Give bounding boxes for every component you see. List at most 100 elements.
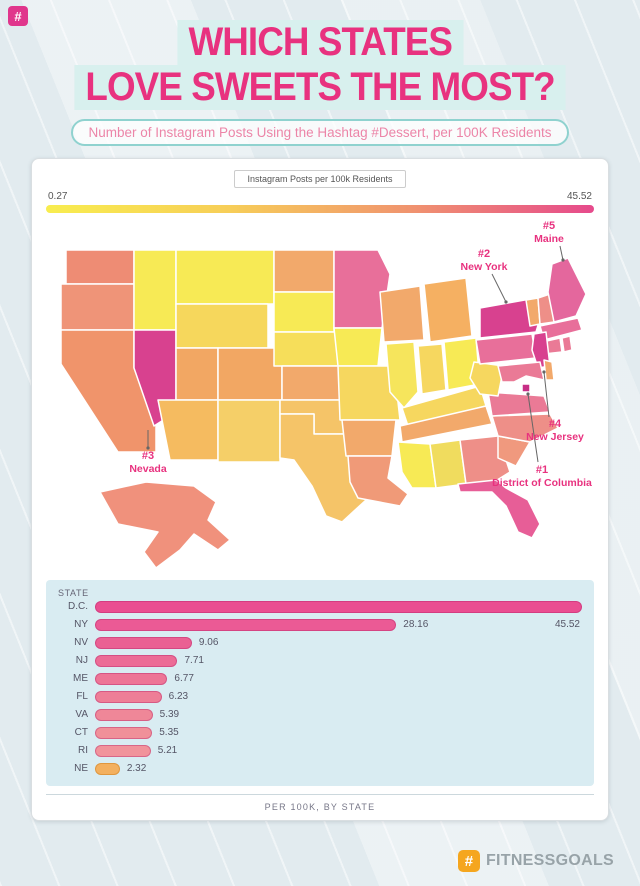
bar-track: 5.39	[95, 708, 582, 722]
bar-value-label: 5.35	[159, 726, 179, 738]
state-MT	[175, 248, 275, 305]
state-MI	[423, 276, 473, 343]
state-RI	[561, 334, 573, 353]
annotation-pointer-dot	[146, 445, 150, 450]
bar-value-label: 28.16	[403, 618, 429, 630]
annotation-pointer-line	[559, 245, 564, 260]
bar-row: NE 2.32	[58, 760, 582, 778]
annotation-pointer-dot	[561, 257, 565, 262]
bar-track	[95, 600, 582, 614]
annotation-rank: #2	[477, 247, 491, 260]
bar-category-label: ME	[73, 673, 88, 685]
bar-category-label: VA	[75, 709, 88, 721]
state-ND	[273, 248, 335, 293]
legend-max-label: 45.52	[566, 190, 592, 202]
brand-logo: # FITNESSGOALS	[457, 850, 614, 872]
page-title-line-1: WHICH STATES	[177, 20, 463, 65]
bar-value-label: 6.77	[174, 672, 194, 684]
annotation-pointer-dot	[526, 391, 530, 396]
bar-category-label: D.C.	[68, 601, 88, 613]
page-header: WHICH STATES LOVE SWEETS THE MOST? Numbe…	[0, 0, 640, 146]
page-title-line-2: LOVE SWEETS THE MOST?	[74, 64, 566, 110]
state-UT	[175, 346, 219, 401]
bar-track: 6.23	[95, 690, 582, 704]
annotation-name: Maine	[534, 232, 564, 245]
bar-track: 5.35	[95, 726, 582, 740]
bar-row: CT 5.35	[58, 724, 582, 742]
bar-value-label: 9.06	[198, 636, 219, 648]
state-NM	[217, 398, 281, 463]
state-PA	[475, 332, 537, 365]
legend-min-label: 0.27	[48, 190, 68, 202]
bar	[95, 654, 178, 667]
annotation-rank: #5	[542, 219, 556, 232]
bar-track: 7.71	[95, 654, 582, 668]
bar	[95, 744, 151, 757]
bar	[95, 726, 153, 739]
bar-category-label: CT	[74, 727, 88, 739]
bar-track: 2.32	[95, 762, 582, 776]
bar	[95, 636, 192, 649]
annotation-name: New York	[460, 260, 508, 273]
legend-title: Instagram Posts per 100k Residents	[234, 169, 406, 188]
state-KS	[281, 364, 343, 401]
state-NE	[273, 330, 343, 367]
state-TN	[399, 404, 493, 443]
bar-category-label: RI	[78, 745, 88, 757]
state-IA	[333, 326, 383, 367]
state-IN	[417, 342, 447, 395]
state-DE	[543, 358, 555, 381]
annotation-name: Nevada	[129, 462, 167, 475]
bar-row: NV 9.06	[58, 634, 582, 652]
annotation-pointer-dot	[504, 299, 508, 304]
state-MS	[397, 440, 437, 489]
bar-rows: D.C. NY 28.16 45.52 NV 9.06 NJ 7.71 ME 6.77 FL 6.23…	[58, 598, 582, 778]
bar	[95, 600, 582, 613]
bar-value-label: 5.21	[157, 744, 178, 756]
annotation-rank: #4	[548, 417, 562, 430]
bar-chart-panel: STATE D.C. NY 28.16 45.52 NV 9.06 NJ 7.71 ME 6.77…	[46, 579, 594, 786]
map-annotation-new-york: #2 New York	[442, 248, 526, 273]
bar-chart-column-header: STATE	[58, 587, 89, 598]
bar-value-label: 7.71	[184, 654, 204, 666]
title-line-2-wrap: LOVE SWEETS THE MOST?	[0, 64, 640, 110]
state-CO	[217, 346, 283, 401]
page-subtitle: Number of Instagram Posts Using the Hash…	[70, 118, 570, 146]
state-SD	[273, 290, 335, 333]
infographic-card: Instagram Posts per 100k Residents 0.27 …	[31, 157, 609, 821]
state-DC	[521, 382, 531, 393]
bar-row: FL 6.23	[58, 688, 582, 706]
bar-row: NY 28.16 45.52	[58, 616, 582, 634]
legend-gradient-bar	[46, 204, 594, 213]
map-annotation-district-of-columbia: #1 District of Columbia	[490, 464, 594, 489]
bar	[95, 672, 168, 685]
state-WA	[65, 248, 135, 285]
state-FL	[457, 478, 541, 539]
annotation-pointer-line	[543, 371, 550, 417]
state-VA	[487, 390, 551, 417]
annotation-rank: #1	[535, 463, 549, 476]
bar-category-label: NV	[74, 637, 88, 649]
bar-category-label: NJ	[75, 655, 88, 667]
bar-chart-axis-label: PER 100K, BY STATE	[46, 793, 594, 812]
brand-name: FITNESSGOALS	[485, 852, 614, 869]
bar-value-label: 2.32	[126, 762, 147, 774]
bar	[95, 708, 153, 721]
map-annotation-maine: #5 Maine	[514, 220, 584, 245]
bar-track: 5.21	[95, 744, 582, 758]
bar-value-label: 5.39	[159, 708, 180, 720]
brand-mini-logo-icon: #	[8, 6, 28, 26]
state-NC	[491, 412, 559, 443]
bar-track: 28.16 45.52	[95, 618, 582, 632]
bar	[95, 762, 120, 775]
annotation-pointer-line	[527, 393, 539, 462]
state-ME	[547, 256, 587, 323]
bar-row: ME 6.77	[58, 670, 582, 688]
map-annotation-new-jersey: #4 New Jersey	[516, 418, 594, 443]
bar	[95, 690, 162, 703]
map-annotation-nevada: #3 Nevada	[106, 450, 190, 475]
bar	[95, 618, 397, 631]
annotation-pointer-dot	[542, 369, 546, 374]
bar-category-label: NE	[74, 763, 88, 775]
bar-max-value-label: 45.52	[554, 618, 580, 630]
